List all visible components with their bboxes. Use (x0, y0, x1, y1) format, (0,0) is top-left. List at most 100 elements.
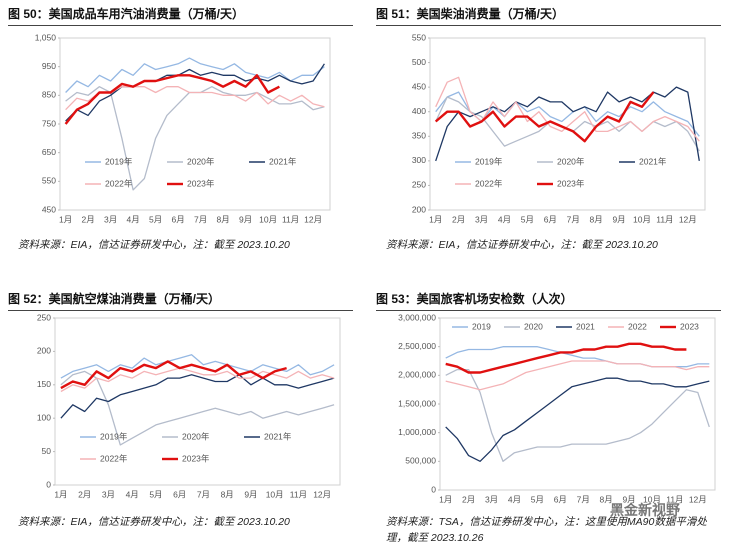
panel: 图 51：美国柴油消费量（万桶/天） 200 250 300 350 400 450 500… (368, 0, 723, 270)
x-tick-label: 6月 (172, 214, 185, 224)
legend-label: 2022年 (105, 178, 133, 188)
y-tick-label: 250 (37, 312, 51, 322)
legend-label: 2023年 (182, 453, 210, 463)
legend-label: 2021年 (639, 156, 667, 166)
x-tick-label: 10月 (633, 214, 651, 224)
series-line (64, 74, 280, 125)
x-tick-label: 9月 (244, 489, 257, 499)
chart: 0 50 100 150 200 250 1月 2月 3月 4月 5月 6月 7月 8月 9月 10月 11月 1… (37, 312, 341, 499)
source: 资料来源：TSA，信达证券研发中心，注：这里使用MA90数据平滑处理，截至 20… (386, 516, 707, 544)
x-tick-label: 6月 (173, 489, 186, 499)
source: 资料来源：EIA，信达证券研发中心，注：截至 2023.10.20 (18, 516, 290, 528)
series-line (445, 346, 710, 368)
series-line (445, 342, 687, 374)
series-line (60, 374, 335, 419)
legend-label: 2023年 (557, 178, 585, 188)
y-tick-label: 850 (42, 90, 56, 100)
y-tick-label: 450 (42, 204, 56, 214)
y-tick-label: 500 (412, 57, 426, 67)
series-line (435, 86, 700, 162)
x-tick-label: 4月 (127, 214, 140, 224)
legend-label: 2023 (680, 321, 699, 331)
y-tick-label: 200 (37, 346, 51, 356)
y-tick-label: 400 (412, 106, 426, 116)
x-tick-label: 3月 (102, 489, 115, 499)
x-tick-label: 4月 (508, 494, 521, 504)
plot-frame (439, 317, 716, 491)
x-tick-label: 5月 (149, 489, 162, 499)
series-line (445, 377, 710, 462)
y-tick-label: 2,500,000 (398, 341, 436, 351)
series-line (445, 368, 710, 462)
x-tick-label: 8月 (600, 494, 613, 504)
source: 资料来源：EIA，信达证券研发中心，注：截至 2023.10.20 (18, 239, 290, 251)
x-tick-label: 4月 (126, 489, 139, 499)
y-tick-label: 3,000,000 (398, 312, 436, 322)
y-tick-label: 250 (412, 180, 426, 190)
legend-label: 2022年 (475, 178, 503, 188)
legend-label: 2021年 (264, 431, 292, 441)
x-tick-label: 11月 (282, 214, 299, 224)
x-tick-label: 3月 (485, 494, 498, 504)
y-tick-label: 200 (412, 204, 426, 214)
x-tick-label: 12月 (689, 494, 707, 504)
x-tick-label: 9月 (612, 214, 625, 224)
y-tick-label: 1,500,000 (398, 398, 436, 408)
panel: 图 53：美国旅客机场安检数（人次） 0 500,000 1,000,000 1,50… (368, 285, 723, 555)
y-tick-label: 650 (42, 147, 56, 157)
series-line (434, 91, 655, 143)
x-tick-label: 10月 (266, 489, 284, 499)
x-tick-label: 1月 (439, 494, 452, 504)
chart: 0 500,000 1,000,000 1,500,000 2,000,000 2,500… (398, 312, 716, 504)
y-tick-label: 550 (412, 32, 426, 42)
watermark: 黑金新视野 (610, 502, 680, 518)
source: 资料来源：EIA，信达证券研发中心，注：截至 2023.10.20 (386, 239, 658, 251)
legend-label: 2021年 (269, 156, 297, 166)
panel: 图 50：美国成品车用汽油消费量（万桶/天） 450 550 650 750 850 95… (0, 0, 355, 270)
x-tick-label: 6月 (554, 494, 567, 504)
x-tick-label: 5月 (521, 214, 534, 224)
y-tick-label: 1,000,000 (398, 427, 436, 437)
legend-label: 2019年 (100, 431, 128, 441)
plot-frame (429, 37, 706, 211)
series-line (65, 86, 325, 191)
y-tick-label: 450 (412, 81, 426, 91)
x-tick-label: 1月 (59, 214, 72, 224)
legend-label: 2020年 (187, 156, 215, 166)
x-tick-label: 2月 (462, 494, 475, 504)
panel: 图 52：美国航空煤油消费量（万桶/天） 0 50 100 150 200 250 1月 2月… (0, 285, 355, 555)
legend-label: 2019年 (475, 156, 503, 166)
x-tick-label: 3月 (475, 214, 488, 224)
legend-label: 2022 (628, 321, 647, 331)
y-tick-label: 750 (42, 118, 56, 128)
chart-title: 图 53：美国旅客机场安检数（人次） (376, 290, 721, 311)
y-tick-label: 1,050 (35, 32, 57, 42)
legend-label: 2020年 (182, 431, 210, 441)
chart-title: 图 51：美国柴油消费量（万桶/天） (376, 5, 721, 26)
legend-label: 2021 (576, 321, 595, 331)
x-tick-label: 7月 (197, 489, 210, 499)
plot-frame (54, 317, 341, 486)
legend-label: 2022年 (100, 453, 128, 463)
legend-label: 2019年 (105, 156, 133, 166)
y-tick-label: 50 (42, 446, 52, 456)
y-tick-label: 0 (46, 479, 51, 489)
x-tick-label: 12月 (304, 214, 322, 224)
series-line (65, 57, 325, 93)
y-tick-label: 300 (412, 155, 426, 165)
x-tick-label: 4月 (498, 214, 511, 224)
x-tick-label: 9月 (622, 494, 635, 504)
x-tick-label: 7月 (567, 214, 580, 224)
x-tick-label: 11月 (666, 494, 683, 504)
x-tick-label: 2月 (78, 489, 91, 499)
legend-label: 2019 (472, 321, 491, 331)
x-tick-label: 5月 (149, 214, 162, 224)
series-line (65, 63, 325, 122)
x-tick-label: 8月 (590, 214, 603, 224)
x-tick-label: 1月 (429, 214, 442, 224)
x-tick-label: 8月 (217, 214, 230, 224)
x-tick-label: 7月 (194, 214, 207, 224)
legend-label: 2020 (524, 321, 543, 331)
x-tick-label: 7月 (577, 494, 590, 504)
x-tick-label: 1月 (54, 489, 67, 499)
